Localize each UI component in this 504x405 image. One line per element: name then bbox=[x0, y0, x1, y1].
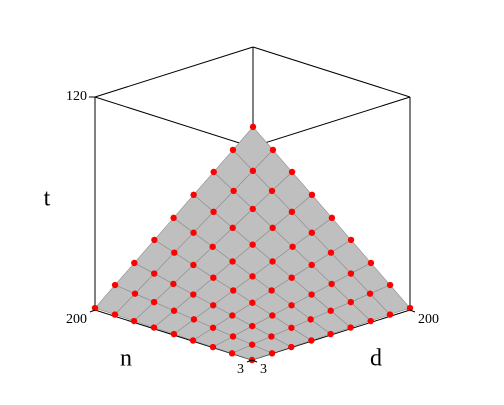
data-point bbox=[190, 229, 197, 236]
data-point bbox=[249, 205, 256, 213]
data-point bbox=[190, 316, 198, 323]
data-point bbox=[367, 259, 375, 267]
data-point bbox=[347, 270, 355, 277]
data-point bbox=[171, 249, 178, 256]
data-point bbox=[328, 280, 335, 288]
data-point bbox=[366, 290, 374, 297]
data-point bbox=[209, 343, 217, 351]
data-point bbox=[170, 214, 177, 222]
data-point bbox=[229, 146, 237, 154]
y-tick-label: 3 bbox=[260, 362, 267, 377]
data-point bbox=[209, 302, 217, 309]
data-point bbox=[170, 330, 178, 338]
data-point bbox=[249, 167, 257, 175]
data-point bbox=[249, 273, 256, 280]
data-point bbox=[327, 307, 334, 314]
data-point bbox=[289, 243, 296, 250]
data-point bbox=[347, 298, 354, 306]
data-point bbox=[268, 350, 276, 357]
data-point bbox=[288, 343, 295, 351]
data-point bbox=[151, 270, 158, 277]
z-axis-label: t bbox=[44, 186, 51, 212]
data-point bbox=[269, 146, 277, 154]
data-point bbox=[386, 311, 394, 318]
data-point bbox=[269, 224, 276, 232]
data-point bbox=[91, 304, 99, 312]
data-point bbox=[308, 229, 316, 236]
data-point bbox=[308, 191, 316, 199]
data-point bbox=[131, 259, 138, 267]
data-point bbox=[269, 258, 276, 265]
data-point bbox=[210, 168, 217, 176]
data-point bbox=[111, 281, 119, 289]
data-point bbox=[190, 291, 197, 298]
z-tick-label: 120 bbox=[66, 89, 87, 104]
data-point bbox=[189, 337, 197, 344]
x-tick-label: 3 bbox=[237, 362, 244, 377]
data-point bbox=[406, 304, 414, 312]
y-tick-label: 200 bbox=[418, 312, 439, 327]
data-point bbox=[209, 243, 216, 250]
data-point bbox=[249, 322, 256, 330]
data-point bbox=[268, 187, 276, 195]
data-point bbox=[130, 317, 138, 325]
data-point bbox=[367, 317, 374, 325]
box-edge bbox=[252, 46, 411, 98]
data-point bbox=[249, 299, 256, 306]
data-point bbox=[151, 236, 158, 244]
data-point bbox=[210, 274, 217, 281]
data-point bbox=[288, 324, 295, 331]
data-point bbox=[288, 274, 295, 281]
data-point bbox=[328, 214, 336, 222]
data-point bbox=[190, 191, 197, 199]
box-edge bbox=[94, 96, 253, 148]
data-point bbox=[170, 280, 177, 288]
data-point bbox=[268, 333, 275, 340]
data-point bbox=[248, 341, 256, 348]
data-point bbox=[249, 241, 256, 248]
data-point bbox=[229, 333, 237, 340]
data-point bbox=[327, 249, 335, 256]
data-point bbox=[150, 298, 158, 306]
data-point bbox=[229, 258, 236, 265]
data-point bbox=[228, 350, 236, 357]
data-point bbox=[327, 330, 334, 338]
data-point bbox=[268, 287, 275, 294]
data-point bbox=[308, 291, 315, 298]
data-point bbox=[269, 312, 276, 319]
data-point bbox=[249, 123, 257, 131]
x-axis-label: n bbox=[120, 346, 132, 372]
y-tick bbox=[409, 309, 416, 313]
data-point bbox=[111, 311, 119, 318]
data-point bbox=[209, 324, 217, 331]
y-axis-label: d bbox=[370, 346, 382, 372]
data-point bbox=[288, 208, 296, 216]
data-point bbox=[190, 261, 197, 269]
data-point bbox=[288, 168, 296, 176]
data-point bbox=[308, 337, 315, 344]
box-edge bbox=[94, 46, 254, 98]
data-point bbox=[229, 224, 236, 232]
x-tick bbox=[89, 309, 96, 313]
data-point bbox=[150, 324, 158, 331]
box-edge bbox=[251, 96, 411, 148]
data-point bbox=[307, 316, 314, 323]
data-point bbox=[170, 307, 178, 314]
data-point bbox=[347, 236, 355, 244]
y-tick bbox=[251, 359, 258, 363]
data-point bbox=[230, 187, 237, 195]
data-point bbox=[347, 324, 354, 331]
data-point bbox=[308, 261, 315, 269]
data-point bbox=[131, 290, 139, 297]
data-point bbox=[386, 281, 394, 289]
data-point bbox=[229, 312, 236, 319]
x-tick bbox=[246, 359, 253, 363]
data-point bbox=[210, 208, 217, 216]
data-point bbox=[288, 302, 295, 309]
x-tick-label: 200 bbox=[66, 312, 87, 327]
data-point bbox=[230, 287, 237, 294]
